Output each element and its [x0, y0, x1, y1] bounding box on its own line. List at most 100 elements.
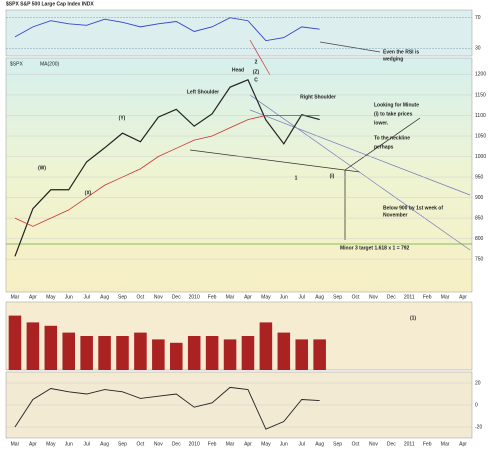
- x-tick-label: Jul: [299, 441, 305, 447]
- line: [14, 115, 320, 227]
- x-tick-label: May: [261, 441, 271, 447]
- bar: [277, 332, 291, 370]
- y-tick-label: 850: [475, 215, 484, 221]
- annotation: C: [254, 77, 258, 83]
- line: [14, 386, 320, 430]
- x-tick-label: Mar: [226, 441, 235, 447]
- legend-entry: MA(200): [40, 61, 60, 67]
- volume-panel: [5, 301, 473, 371]
- x-tick-label: Mar: [226, 294, 235, 300]
- x-tick-label: Aug: [315, 294, 324, 300]
- x-tick-label: Mar: [11, 441, 20, 447]
- x-tick-label: 2010: [189, 441, 200, 447]
- annotation: Head: [232, 67, 244, 73]
- bar: [169, 342, 183, 370]
- chart-title: $SPX S&P 500 Large Cap Index INDX: [6, 1, 94, 7]
- x-tick-label: Apr: [244, 294, 252, 300]
- annotation: (X): [85, 190, 92, 196]
- price-panel: [5, 57, 473, 293]
- y-tick-label: 1000: [475, 154, 486, 160]
- x-tick-label: Feb: [208, 441, 217, 447]
- annotation: lower.: [374, 120, 389, 126]
- x-tick-label: 2011: [404, 441, 415, 447]
- annotation: Minor 3 target 1.618 x 1 = 792: [340, 245, 410, 251]
- y-tick-label: 1200: [475, 72, 486, 78]
- x-tick-label: Nov: [369, 441, 378, 447]
- bar: [134, 332, 147, 370]
- y-tick-label: 900: [475, 195, 484, 201]
- x-tick-label: May: [261, 294, 271, 300]
- x-tick-label: Feb: [208, 294, 217, 300]
- bar: [187, 336, 201, 370]
- x-tick-label: Apr: [244, 441, 252, 447]
- y-tick-label: 1100: [475, 113, 486, 119]
- x-tick-label: Apr: [29, 441, 37, 447]
- annotation: 1: [295, 175, 298, 181]
- line: [14, 17, 320, 42]
- annotation: November: [383, 212, 408, 218]
- trendlines: [6, 39, 472, 251]
- bar: [259, 322, 273, 370]
- x-tick-label: Mar: [441, 294, 450, 300]
- y-tick-label: 30: [475, 46, 481, 52]
- x-tick-label: Jun: [280, 441, 288, 447]
- x-tick-label: Jun: [65, 441, 73, 447]
- x-tick-label: Nov: [154, 294, 163, 300]
- x-tick-label: Feb: [423, 294, 432, 300]
- x-tick-label: Oct: [137, 294, 145, 300]
- y-tick-label: 1050: [475, 133, 486, 139]
- x-tick-label: Jun: [65, 294, 73, 300]
- annotation: (i) to take prices: [374, 111, 413, 117]
- x-tick-label: Apr: [459, 294, 467, 300]
- x-tick-label: Oct: [137, 441, 145, 447]
- annotation: Below 900 by 1st week of: [383, 205, 443, 211]
- bar: [223, 339, 237, 370]
- annotation: (Z): [253, 69, 260, 75]
- x-tick-label: Sep: [333, 294, 342, 300]
- x-tick-label: Feb: [423, 441, 432, 447]
- x-tick-label: May: [46, 294, 56, 300]
- x-tick-label: Dec: [387, 294, 396, 300]
- annotation: (i): [330, 173, 335, 179]
- y-tick-label: -20: [475, 424, 482, 430]
- x-tick-label: Mar: [441, 441, 450, 447]
- annotation: (Y): [119, 115, 126, 121]
- bar: [295, 339, 309, 370]
- bar: [62, 332, 76, 370]
- bar: [152, 339, 165, 370]
- bar: [116, 336, 129, 370]
- bar: [205, 336, 219, 370]
- bar: [241, 336, 255, 370]
- x-tick-label: Aug: [315, 441, 324, 447]
- annotation: perhaps: [374, 144, 394, 150]
- bar: [98, 336, 111, 370]
- x-tick-label: Nov: [369, 294, 378, 300]
- x-tick-label: Oct: [352, 441, 360, 447]
- legend-entry: $SPX: [10, 61, 23, 67]
- y-tick-label: 800: [475, 236, 484, 242]
- annotation: Looking for Minute: [374, 102, 419, 108]
- bar: [26, 322, 40, 370]
- y-tick-label: 750: [475, 256, 484, 262]
- x-tick-label: Sep: [118, 294, 127, 300]
- y-tick-label: 20: [475, 380, 481, 386]
- x-tick-label: Sep: [118, 441, 127, 447]
- y-tick-label: 950: [475, 174, 484, 180]
- x-tick-label: Apr: [29, 294, 37, 300]
- x-tick-label: Dec: [172, 441, 181, 447]
- annotation: To the neckline: [374, 135, 410, 141]
- bar: [80, 336, 93, 370]
- x-tick-label: Oct: [352, 294, 360, 300]
- x-tick-label: Jul: [83, 441, 89, 447]
- x-tick-label: Mar: [11, 294, 20, 300]
- annotation: (1): [410, 315, 416, 321]
- line: [14, 78, 320, 257]
- y-tick-label: 1150: [475, 92, 486, 98]
- x-tick-label: Dec: [172, 294, 181, 300]
- bar: [44, 325, 58, 370]
- annotation: Right Shoulder: [300, 94, 336, 100]
- annotation: (W): [38, 165, 46, 171]
- bar: [313, 339, 326, 370]
- x-tick-label: Jun: [280, 294, 288, 300]
